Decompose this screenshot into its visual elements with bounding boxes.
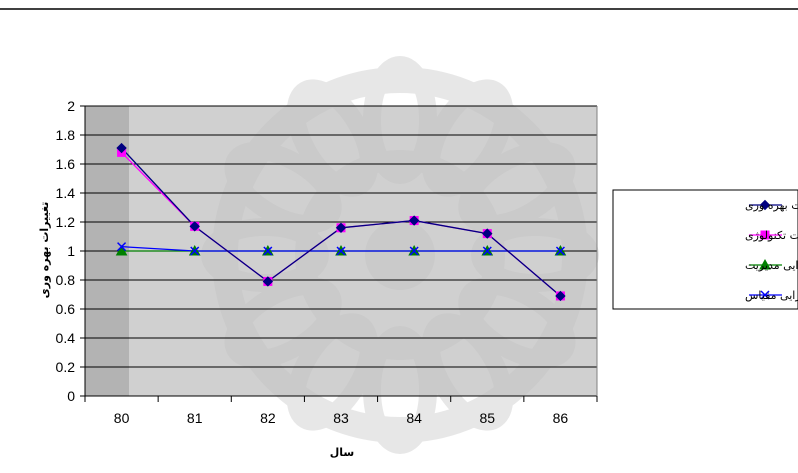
y-tick-label: 1.8 (56, 127, 76, 143)
x-tick-label: 82 (260, 410, 276, 426)
data-point-series-1 (482, 228, 493, 239)
data-point-series-4 (482, 246, 492, 256)
x-tick-label: 84 (406, 410, 422, 426)
y-tick-label: 0.8 (56, 272, 76, 288)
legend-box (612, 189, 798, 310)
y-tick-label: 0.2 (56, 359, 76, 375)
x-axis-title: سال (330, 446, 355, 459)
data-point-series-3 (115, 244, 128, 256)
y-tick-label: 0.6 (56, 301, 76, 317)
legend-label: تغییرات کارایی مدیریت (745, 259, 798, 272)
legend-item: تغییرات کارایی مدیریت (745, 258, 798, 272)
data-point-series-4 (190, 246, 200, 256)
data-point-series-4 (263, 246, 273, 256)
y-tick-label: 0.4 (56, 330, 76, 346)
x-tick-label: 81 (187, 410, 203, 426)
data-point-series-1 (189, 221, 200, 232)
y-tick-label: 1.4 (56, 185, 76, 201)
x-tick-label: 83 (333, 410, 349, 426)
legend-swatch-marker (759, 199, 771, 211)
data-point-series-1 (262, 276, 274, 287)
data-point-series-1 (408, 215, 420, 226)
y-tick-label: 1.6 (56, 156, 76, 172)
y-tick-label: 2 (67, 98, 75, 114)
legend-swatch-marker (760, 290, 770, 300)
data-point-series-1 (116, 142, 127, 154)
legend: تغییرات بهره وری تغییرات تکنولوژی تغییرات … (612, 189, 798, 310)
legend-item: تغییرات بهره وری (745, 199, 798, 212)
data-point-series-4 (555, 246, 565, 256)
x-tick-label: 86 (553, 410, 569, 426)
data-point-series-4 (336, 246, 346, 256)
y-tick-label: 1.2 (56, 214, 76, 230)
legend-swatch-marker (759, 258, 771, 270)
legend-swatch-marker (760, 230, 770, 240)
x-tick-label: 85 (479, 410, 495, 426)
data-point-series-1 (335, 222, 347, 234)
y-tick-label: 0 (67, 388, 75, 404)
y-tick-label: 1 (67, 243, 75, 259)
data-point-series-4 (117, 242, 127, 252)
data-point-series-1 (555, 290, 566, 302)
x-tick-label: 80 (114, 410, 130, 426)
legend-label: تغییرات بهره وری (745, 199, 798, 212)
legend-item: تغییرات تکنولوژی (745, 229, 798, 242)
legend-item: تغییرات کارایی مقیاس (745, 289, 798, 302)
legend-label: تغییرات تکنولوژی (745, 229, 798, 242)
data-point-series-4 (409, 246, 419, 256)
legend-label: تغییرات کارایی مقیاس (745, 289, 798, 302)
y-axis-title: تغییرات بهره وری (38, 202, 51, 299)
